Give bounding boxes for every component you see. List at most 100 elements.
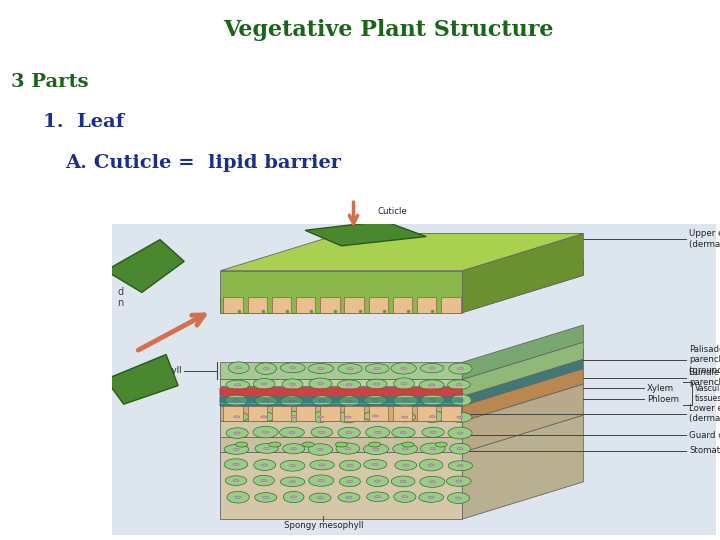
Ellipse shape (264, 447, 270, 450)
Ellipse shape (372, 463, 378, 465)
Polygon shape (220, 233, 583, 271)
Polygon shape (272, 406, 291, 421)
Ellipse shape (318, 367, 324, 369)
Ellipse shape (308, 363, 333, 374)
Ellipse shape (228, 362, 249, 374)
Ellipse shape (289, 367, 296, 369)
Ellipse shape (402, 400, 409, 402)
Ellipse shape (261, 480, 267, 482)
Ellipse shape (374, 368, 380, 370)
Ellipse shape (345, 416, 351, 418)
Polygon shape (344, 297, 364, 313)
Text: Vascular
tissues: Vascular tissues (696, 384, 720, 403)
Ellipse shape (338, 363, 362, 374)
Ellipse shape (263, 496, 269, 498)
Polygon shape (344, 406, 364, 421)
Text: Upper epidermis
(dermal tissue): Upper epidermis (dermal tissue) (689, 230, 720, 249)
Ellipse shape (394, 378, 415, 389)
Ellipse shape (336, 442, 348, 447)
Text: 3 Parts: 3 Parts (11, 73, 89, 91)
Ellipse shape (346, 496, 352, 498)
Ellipse shape (289, 400, 294, 402)
Ellipse shape (456, 383, 462, 386)
Ellipse shape (419, 492, 444, 502)
Ellipse shape (338, 380, 361, 390)
Ellipse shape (448, 380, 470, 389)
Ellipse shape (309, 378, 332, 389)
Ellipse shape (280, 363, 305, 373)
Ellipse shape (429, 367, 435, 369)
Ellipse shape (261, 416, 267, 418)
Ellipse shape (450, 443, 470, 454)
Ellipse shape (289, 464, 295, 467)
Ellipse shape (402, 416, 408, 418)
Ellipse shape (392, 427, 415, 438)
Polygon shape (417, 406, 436, 421)
Ellipse shape (224, 459, 248, 470)
Ellipse shape (280, 396, 303, 406)
Ellipse shape (338, 492, 360, 502)
Polygon shape (320, 406, 340, 421)
Ellipse shape (448, 427, 472, 439)
Polygon shape (220, 297, 462, 313)
Ellipse shape (261, 464, 268, 466)
Polygon shape (462, 260, 583, 313)
Ellipse shape (458, 399, 464, 401)
Ellipse shape (457, 432, 463, 434)
Ellipse shape (255, 396, 277, 406)
Ellipse shape (227, 491, 249, 503)
Ellipse shape (282, 411, 306, 422)
Polygon shape (248, 297, 267, 313)
Ellipse shape (366, 492, 389, 502)
Ellipse shape (347, 464, 354, 467)
Polygon shape (220, 421, 462, 437)
Ellipse shape (394, 491, 416, 502)
Ellipse shape (391, 476, 415, 487)
Ellipse shape (451, 394, 472, 406)
Ellipse shape (420, 395, 445, 406)
Ellipse shape (429, 481, 436, 483)
Text: Mesophyll: Mesophyll (138, 366, 181, 375)
Ellipse shape (456, 480, 462, 482)
Ellipse shape (420, 443, 445, 454)
Ellipse shape (311, 427, 333, 437)
Ellipse shape (430, 399, 436, 401)
Ellipse shape (318, 416, 323, 418)
Ellipse shape (435, 442, 447, 447)
Ellipse shape (338, 411, 359, 423)
Ellipse shape (255, 492, 276, 502)
Ellipse shape (372, 415, 379, 417)
Ellipse shape (235, 384, 240, 386)
Ellipse shape (420, 476, 445, 487)
Text: n: n (117, 298, 124, 308)
Polygon shape (369, 297, 388, 313)
Ellipse shape (430, 431, 436, 434)
Polygon shape (462, 342, 583, 396)
Polygon shape (220, 379, 462, 387)
Polygon shape (296, 297, 315, 313)
Ellipse shape (394, 413, 415, 422)
Ellipse shape (319, 400, 325, 402)
Ellipse shape (319, 431, 325, 433)
Ellipse shape (291, 416, 297, 418)
Polygon shape (441, 406, 461, 421)
Ellipse shape (347, 368, 353, 370)
Ellipse shape (340, 477, 360, 487)
Ellipse shape (374, 480, 380, 482)
Ellipse shape (457, 464, 464, 467)
Ellipse shape (346, 431, 352, 434)
Polygon shape (223, 297, 243, 313)
Ellipse shape (373, 448, 379, 450)
Ellipse shape (340, 460, 361, 471)
Ellipse shape (428, 496, 434, 498)
Polygon shape (462, 368, 583, 421)
Ellipse shape (253, 412, 274, 422)
Ellipse shape (253, 475, 274, 486)
Ellipse shape (374, 383, 379, 385)
Polygon shape (462, 350, 583, 396)
Ellipse shape (448, 412, 472, 422)
Ellipse shape (261, 383, 267, 385)
Ellipse shape (226, 380, 249, 389)
Ellipse shape (375, 496, 381, 498)
Ellipse shape (393, 443, 418, 454)
